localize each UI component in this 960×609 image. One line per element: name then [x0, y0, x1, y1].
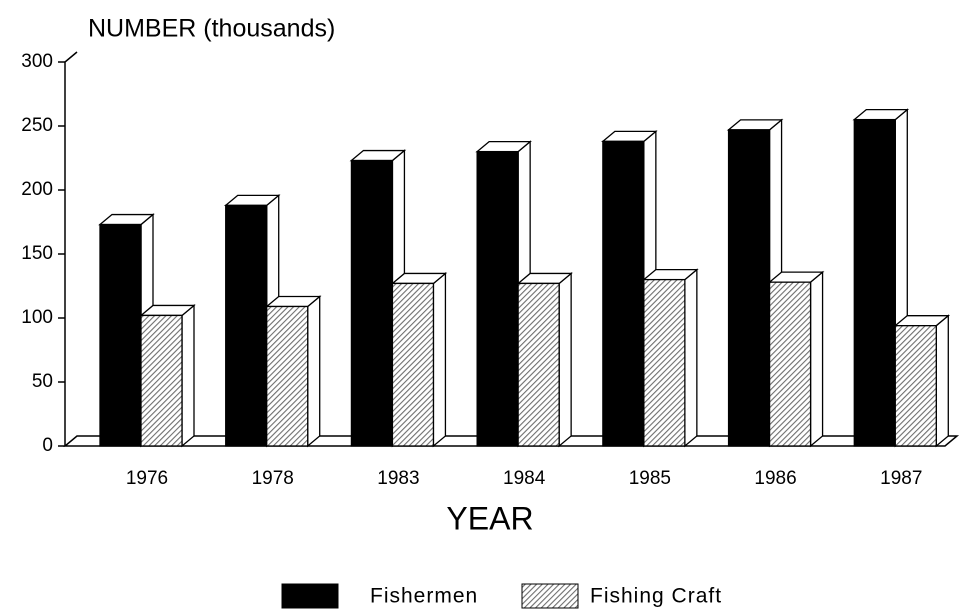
x-tick-label: 1984 — [503, 468, 546, 489]
x-tick-label: 1978 — [252, 468, 294, 489]
bar — [476, 150, 519, 447]
bar-side — [432, 272, 447, 448]
x-tick-label: 1983 — [377, 468, 419, 489]
x-axis-label: YEAR — [446, 500, 533, 536]
x-tick-label: 1985 — [629, 468, 671, 489]
bar — [727, 129, 771, 447]
legend-label: Fishermen — [370, 585, 478, 608]
bar-side — [935, 314, 949, 448]
bar-side — [684, 268, 698, 448]
bar — [266, 305, 309, 447]
legend-swatch — [281, 583, 339, 609]
y-tick-label: 100 — [21, 307, 53, 328]
y-tick-label: 50 — [32, 371, 53, 392]
y-tick-label: 250 — [21, 115, 53, 136]
bar — [643, 278, 686, 447]
bar — [391, 282, 435, 447]
x-tick-label: 1976 — [126, 468, 168, 489]
bar — [350, 159, 394, 447]
bar — [140, 314, 183, 447]
y-tick-label: 150 — [21, 243, 53, 264]
x-tick-label: 1987 — [880, 468, 922, 489]
bar — [768, 281, 812, 447]
legend-label: Fishing Craft — [590, 585, 722, 608]
y-tick-label: 0 — [42, 435, 53, 456]
bar-side — [181, 304, 195, 448]
left-wall — [64, 51, 78, 446]
chart-title: NUMBER (thousands) — [88, 15, 335, 43]
y-tick-label: 200 — [21, 179, 53, 200]
legend-swatch — [521, 583, 579, 609]
bar — [853, 118, 896, 447]
bar — [894, 325, 937, 447]
bar-side — [558, 272, 572, 448]
bar-side — [809, 270, 824, 448]
bar — [602, 140, 645, 447]
bar-side — [307, 295, 321, 448]
bar — [99, 223, 142, 447]
x-tick-label: 1986 — [754, 468, 796, 489]
y-tick-label: 300 — [21, 51, 53, 72]
bar — [225, 204, 268, 447]
bar — [517, 282, 560, 447]
